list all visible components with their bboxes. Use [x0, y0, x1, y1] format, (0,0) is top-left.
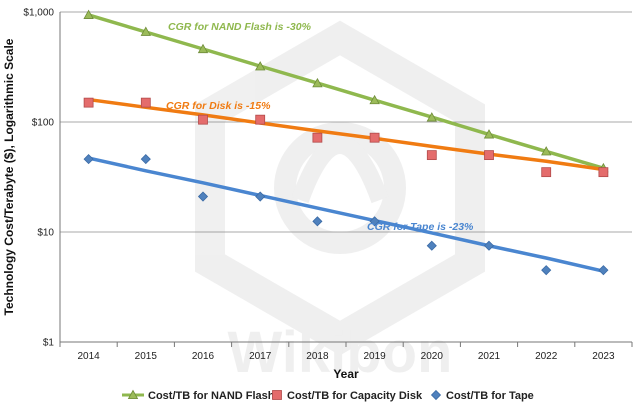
- data-point-cost-tb-for-nand-flash: [483, 129, 495, 139]
- data-point-cost-tb-for-nand-flash: [369, 94, 380, 105]
- data-point-cost-tb-for-nand-flash: [197, 43, 209, 54]
- x-tick-label: 2022: [535, 351, 558, 362]
- data-point-cost-tb-for-capacity-disk: [83, 97, 94, 108]
- data-point-cost-tb-for-tape: [426, 240, 437, 251]
- x-tick-label: 2019: [363, 351, 386, 362]
- x-tick-label: 2016: [192, 351, 215, 362]
- x-tick-label: 2020: [421, 351, 444, 362]
- data-point-cost-tb-for-nand-flash: [140, 26, 151, 36]
- data-point-cost-tb-for-tape: [483, 240, 495, 251]
- data-point-cost-tb-for-capacity-disk: [255, 114, 266, 125]
- data-point-cost-tb-for-capacity-disk: [598, 167, 609, 178]
- axes: $1 $10 $100 $1,000 2014 2015 2016 2017 2018 2019 2…: [23, 8, 633, 362]
- legend-label-cost-tb-for-nand-flash: Cost/TB for NAND Flash: [148, 390, 275, 402]
- data-point-cost-tb-for-capacity-disk: [198, 114, 208, 125]
- data-point-cost-tb-for-nand-flash: [541, 146, 552, 156]
- data-point-cost-tb-for-tape: [369, 216, 380, 227]
- trend-line-cost-tb-for-capacity-disk: [88, 97, 604, 172]
- data-point-cost-tb-for-tape: [541, 265, 552, 276]
- legend-label-cost-tb-for-tape: Cost/TB for Tape: [446, 390, 534, 402]
- legend-item-cost-tb-for-nand-flash: Cost/TB for NAND Flash: [122, 389, 275, 402]
- wikibon-watermark-logo: Wikibon: [195, 20, 485, 385]
- data-point-cost-tb-for-tape: [140, 154, 151, 165]
- x-tick-label: 2018: [306, 351, 329, 362]
- annotation-cost-tb-for-nand-flash: CGR for NAND Flash is -30%: [168, 21, 312, 33]
- legend-marker-cost-tb-for-tape: [430, 389, 442, 401]
- annotations: CGR for NAND Flash is -30% CGR for Disk i…: [166, 21, 474, 233]
- trend-lines: [88, 13, 604, 273]
- annotation-cost-tb-for-capacity-disk: CGR for Disk is -15%: [166, 100, 271, 112]
- legend: Cost/TB for NAND Flash Cost/TB for Capaci…: [122, 389, 534, 402]
- x-tick-label: 2021: [478, 351, 501, 362]
- data-point-cost-tb-for-capacity-disk: [312, 132, 323, 143]
- data-point-cost-tb-for-capacity-disk: [426, 150, 437, 161]
- data-point-cost-tb-for-nand-flash: [255, 61, 266, 71]
- data-point-cost-tb-for-nand-flash: [83, 9, 94, 19]
- data-points: [83, 9, 609, 276]
- y-tick-label: $1,000: [23, 8, 54, 19]
- legend-item-cost-tb-for-tape: Cost/TB for Tape: [430, 389, 534, 402]
- data-point-cost-tb-for-capacity-disk: [541, 167, 552, 178]
- data-point-cost-tb-for-capacity-disk: [369, 132, 380, 143]
- x-tick-label: 2017: [249, 351, 272, 362]
- data-point-cost-tb-for-tape: [197, 191, 209, 202]
- y-axis-title: Technology Cost/Terabyte ($), Logarithmi…: [2, 38, 16, 315]
- data-point-cost-tb-for-nand-flash: [312, 77, 323, 88]
- x-tick-label: 2023: [592, 351, 615, 362]
- y-tick-label: $1: [43, 338, 55, 349]
- x-tick-label: 2015: [135, 351, 158, 362]
- x-axis-title: Year: [333, 367, 359, 381]
- data-point-cost-tb-for-tape: [312, 216, 323, 227]
- y-tick-label: $100: [32, 118, 55, 129]
- legend-marker-cost-tb-for-nand-flash: [127, 389, 139, 400]
- data-point-cost-tb-for-capacity-disk: [484, 150, 494, 161]
- x-tick-label: 2014: [77, 351, 100, 362]
- data-point-cost-tb-for-capacity-disk: [140, 97, 151, 108]
- legend-marker-cost-tb-for-capacity-disk: [272, 390, 282, 400]
- y-tick-label: $10: [37, 228, 54, 239]
- data-point-cost-tb-for-tape: [83, 154, 94, 165]
- legend-label-cost-tb-for-capacity-disk: Cost/TB for Capacity Disk: [287, 390, 423, 402]
- legend-item-cost-tb-for-capacity-disk: Cost/TB for Capacity Disk: [272, 390, 423, 402]
- trend-line-cost-tb-for-tape: [88, 156, 604, 273]
- data-point-cost-tb-for-tape: [255, 191, 266, 202]
- data-point-cost-tb-for-tape: [598, 265, 609, 276]
- watermark-text: Wikibon: [227, 320, 452, 385]
- trend-line-cost-tb-for-nand-flash: [88, 13, 604, 170]
- annotation-cost-tb-for-tape: CGR for Tape is -23%: [367, 221, 474, 233]
- data-point-cost-tb-for-nand-flash: [426, 112, 437, 122]
